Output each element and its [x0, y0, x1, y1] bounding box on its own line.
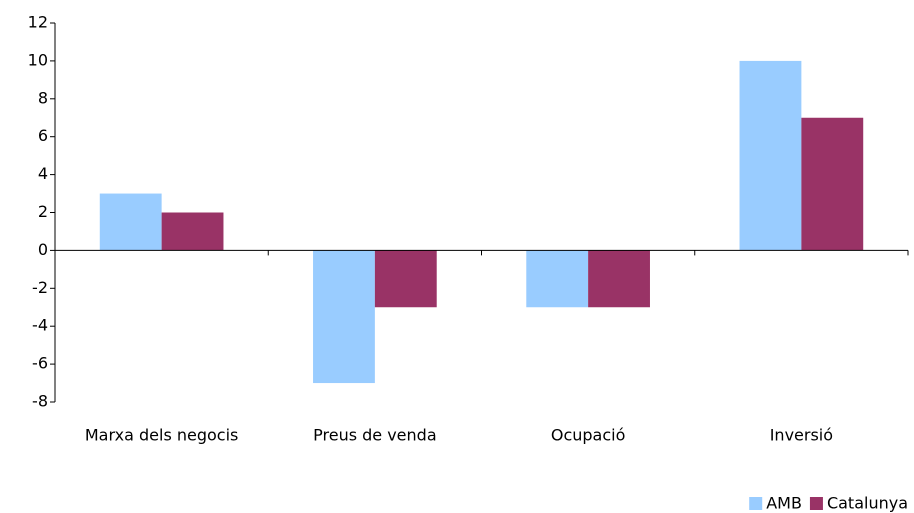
- bar: [739, 60, 802, 251]
- bar: [526, 250, 589, 308]
- x-tick-label: Ocupació: [551, 426, 626, 445]
- y-tick-label: 10: [28, 50, 48, 69]
- x-tick-label: Marxa dels negocis: [85, 426, 239, 445]
- legend-label: Catalunya: [827, 494, 908, 513]
- bar: [99, 193, 162, 251]
- bar: [374, 250, 437, 308]
- x-tick-label: Preus de venda: [313, 426, 437, 445]
- y-tick-label: 2: [38, 202, 48, 221]
- y-tick-label: -6: [32, 354, 48, 373]
- bar: [161, 212, 224, 251]
- bar: [801, 117, 864, 251]
- bar: [588, 250, 650, 308]
- y-tick-label: -8: [32, 392, 48, 411]
- bar: [313, 250, 375, 384]
- y-tick-label: 12: [28, 13, 48, 32]
- y-tick-label: -4: [32, 316, 48, 335]
- y-tick-label: 6: [38, 126, 48, 145]
- y-tick-label: 4: [38, 164, 48, 183]
- legend-swatch: [749, 497, 763, 510]
- y-tick-label: -2: [32, 278, 48, 297]
- legend-swatch: [809, 497, 823, 510]
- y-tick-label: 8: [38, 88, 48, 107]
- x-tick-label: Inversió: [770, 426, 833, 445]
- y-tick-label: 0: [38, 240, 48, 259]
- legend-label: AMB: [766, 494, 802, 513]
